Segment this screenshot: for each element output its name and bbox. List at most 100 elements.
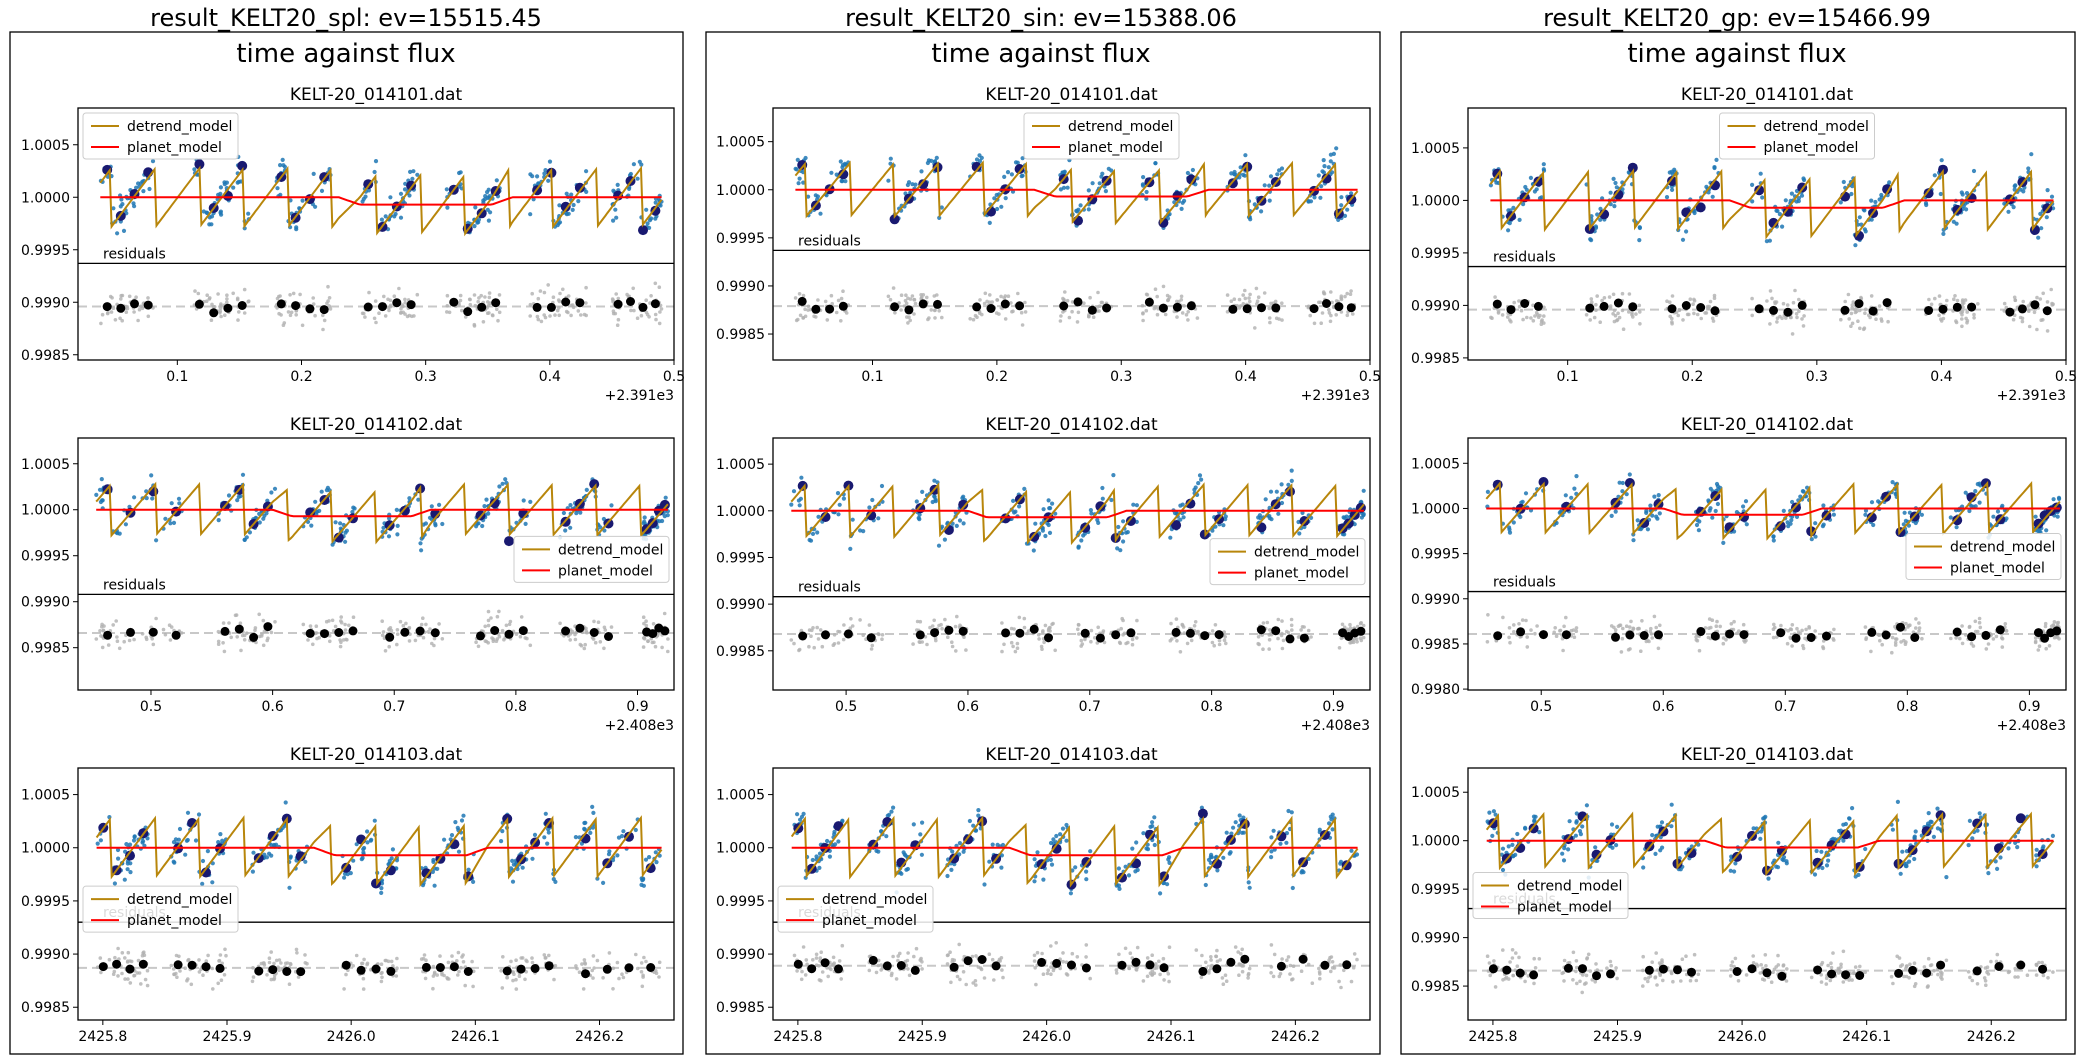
residual-point [1775,316,1780,321]
panel-title: KELT-20_014101.dat [985,85,1158,105]
residual-point [99,321,103,326]
residual-point [1851,300,1856,304]
x-tick-label: 0.3 [1806,369,1828,385]
residual-point [2026,308,2031,312]
residual-point [1145,974,1150,979]
residual-point [132,973,136,978]
residual-binned-point [638,302,648,312]
residual-point [1076,623,1081,627]
data-point [238,494,243,499]
residual-point [1280,646,1285,651]
data-point [379,886,384,891]
residual-binned-point [491,298,501,308]
residual-point [262,961,266,965]
residual-point [1710,316,1715,321]
data-point [1322,164,1327,169]
data-point [584,487,589,492]
residual-point [1572,635,1577,639]
x-tick-label: 2426.0 [1022,1029,1071,1045]
residual-point [1195,316,1200,320]
data-point [827,854,833,859]
y-tick-label: 1.0005 [716,788,765,804]
data-point [987,859,992,864]
residual-binned-point [958,626,968,636]
residual-point [374,320,378,325]
residual-point [1616,311,1620,316]
data-point [294,225,299,230]
data-point [1301,870,1306,875]
residual-binned-point [1000,299,1010,309]
residual-point [1167,945,1172,949]
data-point [112,881,117,886]
data-point [309,523,314,528]
residual-point [1337,979,1341,984]
column-2: result_KELT20_sin: ev=15388.06 time agai… [705,4,1381,1055]
residual-point [910,294,915,298]
residual-point [1135,945,1140,950]
residual-point [806,304,811,309]
data-point [362,845,367,851]
residual-point [210,302,214,307]
residual-binned-point [915,630,925,640]
residual-point [1592,315,1597,320]
residual-point [193,289,197,293]
residual-point [886,294,891,299]
data-point [244,535,249,540]
residual-point [351,615,356,619]
residual-point [948,950,952,954]
data-point [910,182,915,187]
residual-point [1000,649,1004,654]
residual-point [1269,632,1274,637]
data-point [569,192,574,197]
residual-point [631,286,635,291]
data-point [453,820,458,825]
data-point [1750,182,1755,187]
residual-point [641,615,646,619]
y-tick-label: 0.9995 [716,231,765,247]
residual-point [1692,299,1697,303]
data-point [918,832,923,837]
residual-binned-point [1840,305,1850,315]
data-point [1046,522,1051,528]
data-point [107,815,112,820]
residual-point [1670,316,1674,321]
data-point [1511,520,1516,525]
residual-point [583,961,587,965]
residual-binned-point [1144,297,1154,307]
data-point [535,174,540,179]
residual-point [1210,629,1215,633]
data-point [1084,877,1089,882]
data-point [111,206,116,211]
residual-point [1670,321,1674,326]
data-point [218,185,223,190]
residual-point [511,978,515,983]
residual-point [808,307,813,312]
data-point [1268,174,1274,179]
residual-point [1002,642,1006,647]
residual-point [450,954,454,958]
data-point [1100,496,1105,501]
data-point [1339,195,1344,200]
panel: KELT-20_014103.datresiduals0.99850.99900… [21,745,675,1045]
data-point [429,504,434,509]
residual-point [1319,321,1323,326]
residual-point [1039,644,1044,649]
data-point [1088,508,1093,513]
data-point [1710,194,1715,199]
residual-point [1075,955,1080,959]
data-point [119,197,124,202]
residual-point [615,323,620,328]
data-point [440,521,445,527]
residual-point [1130,642,1135,647]
data-point [1330,827,1335,832]
data-point [144,496,149,501]
binned-point [489,498,500,509]
residual-point [1553,626,1557,630]
y-tick-label: 1.0000 [21,503,70,519]
residual-point [502,637,506,642]
data-point [235,180,240,185]
residual-binned-point [1585,303,1595,313]
residual-point [291,291,296,296]
data-point [1048,857,1053,863]
residual-point [235,635,239,639]
